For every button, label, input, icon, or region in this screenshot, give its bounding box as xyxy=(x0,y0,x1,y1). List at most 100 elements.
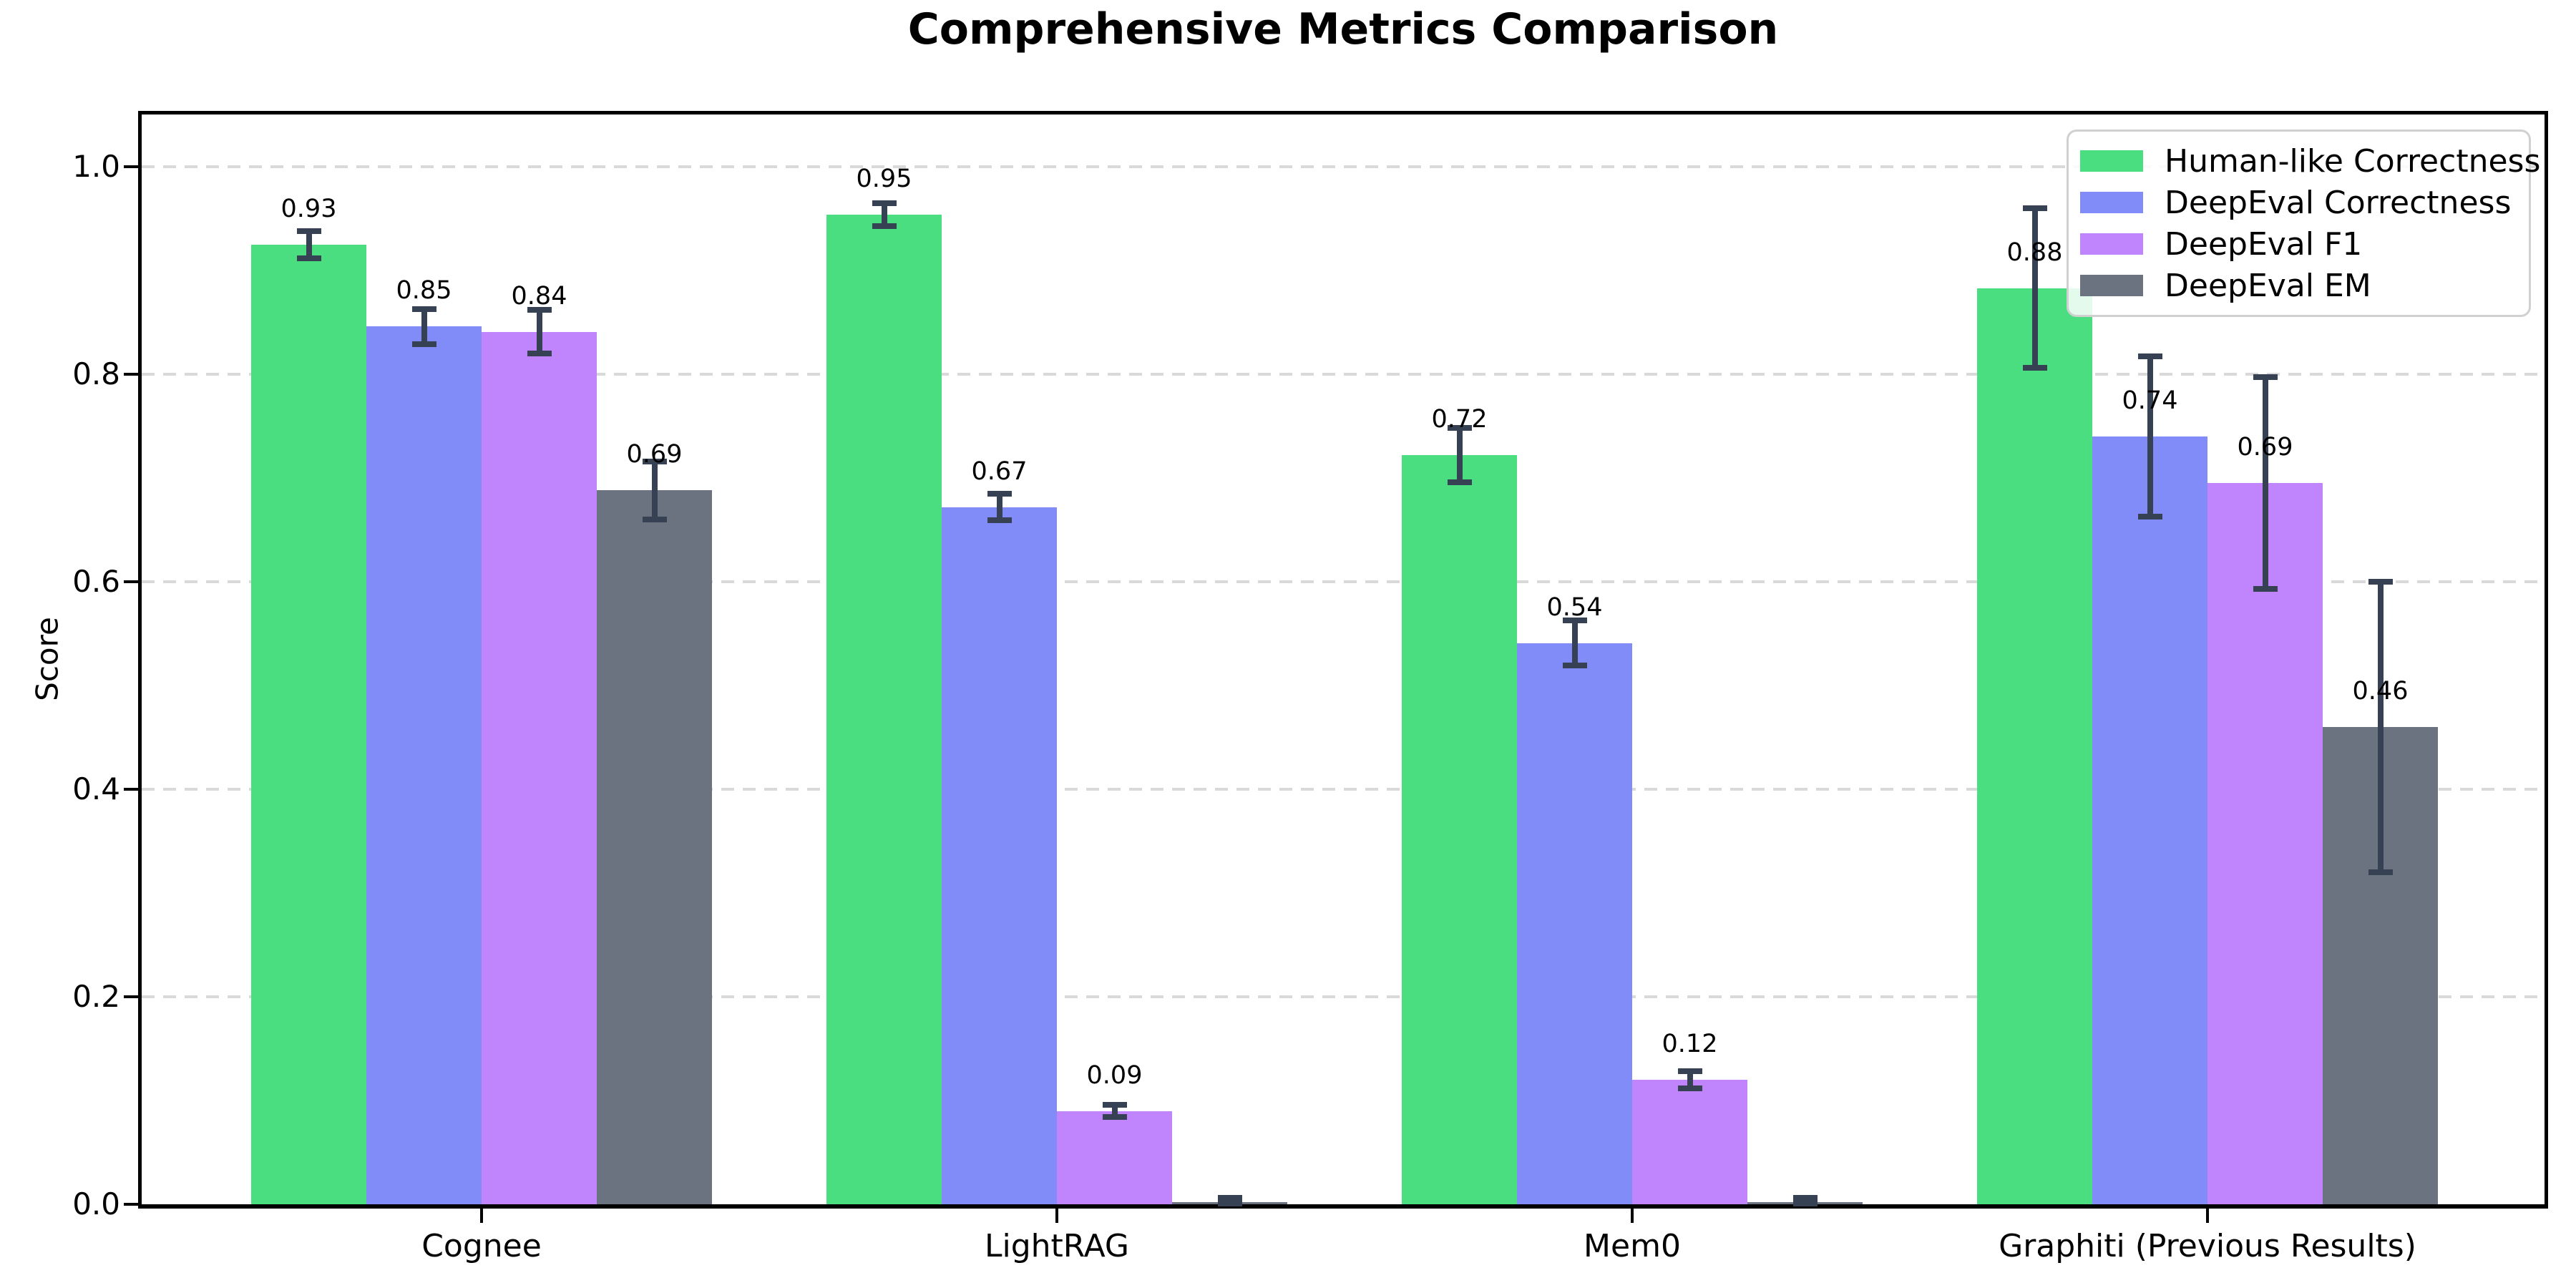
bar xyxy=(1632,1080,1747,1204)
error-bar-cap xyxy=(872,223,897,229)
error-bar-cap xyxy=(987,490,1012,497)
value-label: 0.46 xyxy=(2352,677,2409,706)
error-bar-cap xyxy=(1447,479,1472,485)
value-label: 0.88 xyxy=(2006,238,2063,267)
y-tick-label: 0.8 xyxy=(72,356,120,391)
bar xyxy=(1517,643,1632,1204)
y-tick-label: 0.4 xyxy=(72,771,120,806)
legend-swatch xyxy=(2080,233,2143,255)
y-gridline xyxy=(142,995,2545,998)
legend-swatch xyxy=(2080,192,2143,213)
error-bar-cap xyxy=(1792,1200,1818,1206)
error-bar-line xyxy=(996,493,1002,521)
x-axis-tick xyxy=(1055,1209,1058,1223)
error-bar-cap xyxy=(642,517,667,522)
y-axis-tick xyxy=(124,373,138,376)
value-label: 0.85 xyxy=(396,276,452,306)
error-bar-cap xyxy=(1792,1195,1818,1201)
value-label: 0.09 xyxy=(1086,1060,1143,1090)
error-bar-line xyxy=(2377,582,2384,872)
value-label: 0.12 xyxy=(1662,1030,1718,1058)
error-bar-line xyxy=(1571,620,1578,666)
chart-title: Comprehensive Metrics Comparison xyxy=(907,4,1779,54)
bar xyxy=(251,244,366,1204)
y-gridline xyxy=(142,788,2545,791)
error-bar-line xyxy=(421,308,427,344)
error-bar-cap xyxy=(987,517,1012,524)
error-bar-cap xyxy=(1102,1101,1127,1108)
bar xyxy=(482,331,597,1204)
bar xyxy=(1057,1111,1172,1204)
legend-swatch xyxy=(2080,150,2143,172)
y-axis-label: Score xyxy=(29,617,65,701)
error-bar-cap xyxy=(527,307,552,313)
error-bar-cap xyxy=(1562,663,1587,669)
x-tick-label: Mem0 xyxy=(1584,1228,1681,1264)
error-bar-cap xyxy=(1102,1114,1127,1121)
legend-label: Human-like Correctness xyxy=(2165,142,2541,180)
y-axis-tick xyxy=(124,165,138,168)
bar xyxy=(2207,483,2323,1204)
y-gridline xyxy=(142,165,2545,168)
bar xyxy=(366,326,482,1204)
legend-swatch xyxy=(2080,275,2143,296)
value-label: 0.69 xyxy=(626,440,683,469)
bar xyxy=(1402,455,1517,1204)
error-bar-cap xyxy=(2253,586,2278,592)
error-bar-cap xyxy=(1217,1200,1242,1206)
bar xyxy=(2092,436,2207,1204)
error-bar-line xyxy=(1687,1071,1693,1088)
error-bar-cap xyxy=(1677,1068,1702,1075)
y-tick-label: 0.2 xyxy=(72,979,120,1014)
error-bar-line xyxy=(306,230,312,258)
error-bar-cap xyxy=(296,228,321,234)
error-bar-cap xyxy=(2368,579,2393,585)
error-bar-cap xyxy=(1562,617,1587,623)
error-bar-line xyxy=(2262,377,2268,590)
error-bar-line xyxy=(2031,208,2038,369)
y-gridline xyxy=(142,580,2545,583)
value-label: 0.67 xyxy=(971,457,1028,486)
error-bar-cap xyxy=(872,200,897,206)
bar xyxy=(942,507,1057,1204)
error-bar-cap xyxy=(2368,869,2393,875)
y-axis-tick xyxy=(124,995,138,998)
legend-item: DeepEval EM xyxy=(2069,268,2529,304)
bar xyxy=(1977,288,2092,1204)
error-bar-cap xyxy=(1217,1195,1242,1201)
y-tick-label: 0.6 xyxy=(72,564,120,599)
legend-item: Human-like Correctness xyxy=(2069,143,2540,180)
error-bar-cap xyxy=(642,458,667,464)
error-bar-cap xyxy=(411,306,436,312)
value-label: 0.54 xyxy=(1546,592,1603,622)
y-axis-tick xyxy=(124,1203,138,1206)
value-label: 0.72 xyxy=(1431,405,1488,434)
legend-label: DeepEval EM xyxy=(2165,267,2371,304)
error-bar-cap xyxy=(296,255,321,261)
x-tick-label: Cognee xyxy=(421,1228,542,1264)
x-axis-tick xyxy=(2206,1209,2209,1223)
error-bar-cap xyxy=(1447,425,1472,431)
error-bar-cap xyxy=(2253,374,2278,381)
x-axis-tick xyxy=(1631,1209,1634,1223)
error-bar-line xyxy=(881,203,887,226)
error-bar-line xyxy=(651,461,658,519)
error-bar-cap xyxy=(527,351,552,356)
error-bar-line xyxy=(536,310,542,353)
value-label: 0.93 xyxy=(280,194,337,223)
y-axis-tick xyxy=(124,788,138,791)
y-axis-tick xyxy=(124,580,138,583)
error-bar-line xyxy=(1111,1104,1118,1118)
value-label: 0.95 xyxy=(856,164,912,193)
error-bar-cap xyxy=(2137,513,2162,519)
legend-label: DeepEval F1 xyxy=(2165,225,2363,263)
error-bar-line xyxy=(1456,428,1463,482)
y-tick-label: 0.0 xyxy=(72,1186,120,1221)
value-label: 0.74 xyxy=(2122,386,2178,415)
legend-item: DeepEval F1 xyxy=(2069,226,2529,263)
value-label: 0.69 xyxy=(2237,433,2293,462)
legend-label: DeepEval Correctness xyxy=(2165,184,2512,221)
value-label: 0.84 xyxy=(511,281,567,311)
error-bar-cap xyxy=(2022,205,2047,211)
